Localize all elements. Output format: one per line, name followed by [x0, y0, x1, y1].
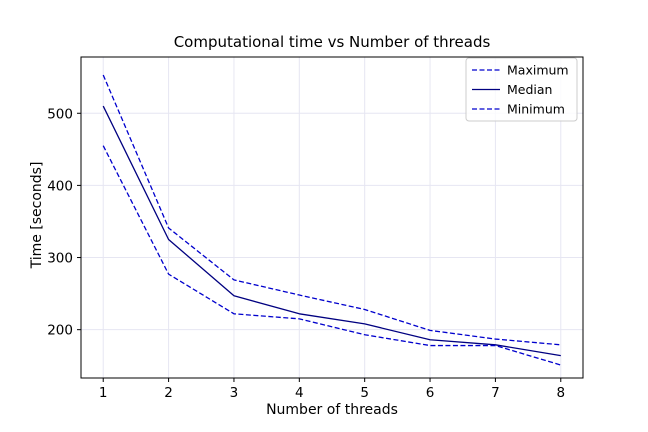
x-axis-ticks: 1 2 3 4 5 6 7 8: [99, 378, 565, 401]
y-axis-label: Time [seconds]: [29, 162, 45, 270]
y-axis-ticks: 200 300 400 500: [47, 106, 81, 339]
legend-label: Maximum: [507, 63, 569, 78]
legend-box: [465, 57, 578, 122]
x-tick-label: 7: [491, 385, 500, 401]
legend-label: Median: [507, 82, 552, 97]
legend-label: Minimum: [507, 102, 565, 117]
plot-frame: [80, 56, 584, 379]
y-tick-label: 200: [47, 323, 73, 339]
x-tick-label: 1: [99, 385, 108, 401]
series-line-median: [102, 105, 561, 357]
series-layer: [102, 74, 561, 366]
y-tick-label: 400: [47, 178, 73, 194]
x-tick-label: 2: [164, 385, 173, 401]
x-tick-label: 5: [360, 385, 369, 401]
legend: Maximum Median Minimum: [465, 57, 578, 122]
y-tick-label: 300: [47, 251, 73, 267]
x-tick-label: 3: [230, 385, 239, 401]
series-line-minimum: [102, 145, 561, 366]
x-tick-label: 6: [426, 385, 435, 401]
series-line-maximum: [102, 74, 561, 346]
x-tick-label: 8: [556, 385, 565, 401]
chart-title: Computational time vs Number of threads: [174, 33, 491, 51]
y-tick-label: 500: [47, 106, 73, 122]
x-axis-label: Number of threads: [266, 402, 398, 418]
x-tick-label: 4: [295, 385, 304, 401]
